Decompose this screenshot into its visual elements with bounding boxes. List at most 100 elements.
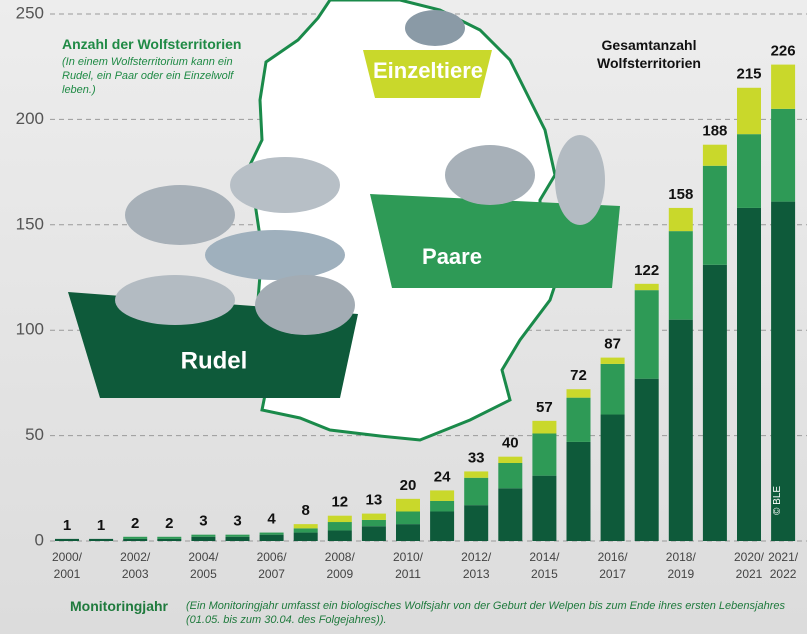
bar-segment [225, 536, 250, 541]
legend-einzeltiere: Einzeltiere [373, 58, 483, 83]
credit: © BLE [772, 485, 783, 515]
bar-segment [702, 165, 727, 265]
bar-segment [396, 511, 420, 525]
total-label: 20 [400, 477, 417, 494]
x-tick-label: 2006/2007 [257, 550, 288, 581]
bar-segment [259, 534, 284, 541]
x-tick-label: 2016/2017 [598, 550, 629, 581]
total-label: 72 [570, 367, 587, 384]
bar-segment [600, 414, 625, 541]
bar-segment [634, 378, 659, 541]
bar-segment [191, 536, 216, 541]
chart-subtitle: (In einem Wolfsterritorium kann ein Rude… [62, 56, 234, 96]
total-label: 2 [165, 515, 173, 532]
wolf [445, 145, 535, 205]
x-tick-label: 2000/2001 [52, 550, 83, 581]
bar-segment [157, 536, 182, 539]
bar-segment [668, 207, 693, 232]
chart-title: Anzahl der Wolfsterritorien [62, 36, 242, 52]
bar-segment [157, 538, 182, 541]
banner-paare [370, 194, 620, 288]
bar-segment [361, 513, 386, 520]
bar-segment [259, 532, 284, 535]
total-label: 3 [233, 513, 241, 530]
bar-segment [327, 522, 352, 531]
bar-segment [532, 475, 557, 541]
x-axis-title: Monitoringjahr [70, 598, 168, 614]
wolf [230, 157, 340, 213]
bar-segment [737, 87, 761, 135]
total-label: 4 [267, 511, 276, 528]
bar-segment [566, 397, 591, 442]
bar-segment [566, 389, 591, 398]
bar-segment [464, 477, 489, 506]
x-axis-note: (Ein Monitoringjahr umfasst ein biologis… [186, 600, 785, 626]
wolf [125, 185, 235, 245]
bar-segment [327, 530, 352, 541]
x-tick-label: 2020/2021 [734, 550, 765, 581]
bar-segment [737, 134, 761, 208]
total-label: 215 [736, 66, 761, 83]
bar-segment [430, 511, 455, 541]
total-label: 13 [366, 492, 383, 509]
bar-segment [55, 538, 79, 541]
bar-segment [464, 505, 489, 541]
total-label: 1 [97, 517, 105, 534]
wolf [255, 275, 355, 335]
y-tick-label: 150 [16, 214, 44, 233]
bar-segment [566, 441, 591, 541]
bar-segment [600, 357, 625, 364]
bar-segment [191, 534, 216, 537]
x-tick-label: 2012/2013 [461, 550, 492, 581]
bar-segment [293, 532, 318, 541]
wolf [555, 135, 605, 225]
bar-segment [89, 538, 114, 541]
total-label: 12 [331, 494, 348, 511]
x-tick-label: 2002/2003 [120, 550, 151, 581]
bar-segment [498, 488, 523, 541]
total-label: 1 [63, 517, 71, 534]
y-tick-label: 100 [16, 320, 44, 339]
total-label: 33 [468, 449, 485, 466]
total-label: 2 [131, 515, 139, 532]
total-label: 8 [302, 502, 310, 519]
total-label: 40 [502, 435, 519, 452]
bar-segment [361, 526, 386, 541]
x-tick-label: 2014/2015 [529, 550, 560, 581]
bar-segment [702, 264, 727, 541]
x-tick-label: 2021/2022 [768, 550, 799, 581]
bar-segment [600, 363, 625, 415]
legend-paare: Paare [422, 244, 482, 269]
total-label: 122 [634, 262, 659, 279]
bar-segment [498, 463, 523, 489]
rock [405, 10, 465, 46]
bar-segment [737, 207, 761, 541]
bar-segment [668, 231, 693, 320]
bar-segment [532, 420, 557, 434]
total-label: 57 [536, 399, 553, 416]
y-tick-label: 0 [35, 530, 44, 549]
total-label: 24 [434, 468, 451, 485]
bar-segment [293, 528, 318, 533]
bar-segment [771, 108, 796, 202]
bar-segment [498, 456, 523, 464]
wolf [115, 275, 235, 325]
bar-segment [430, 500, 455, 512]
x-tick-label: 2004/2005 [188, 550, 219, 581]
bar-segment [771, 64, 796, 109]
bar-segment [532, 433, 557, 476]
bar-segment [702, 144, 727, 166]
legend-rudel: Rudel [181, 347, 248, 374]
bar-segment [464, 471, 489, 478]
bar-segment [668, 319, 693, 541]
x-tick-label: 2018/2019 [666, 550, 697, 581]
bar-segment [327, 515, 352, 523]
total-label: 3 [199, 513, 207, 530]
illustration [68, 10, 620, 398]
bar-segment [771, 201, 796, 541]
bar-segment [396, 498, 420, 512]
bar-segment [225, 534, 250, 537]
bar-segment [634, 283, 659, 291]
y-tick-label: 250 [16, 3, 44, 22]
bar-segment [634, 290, 659, 379]
